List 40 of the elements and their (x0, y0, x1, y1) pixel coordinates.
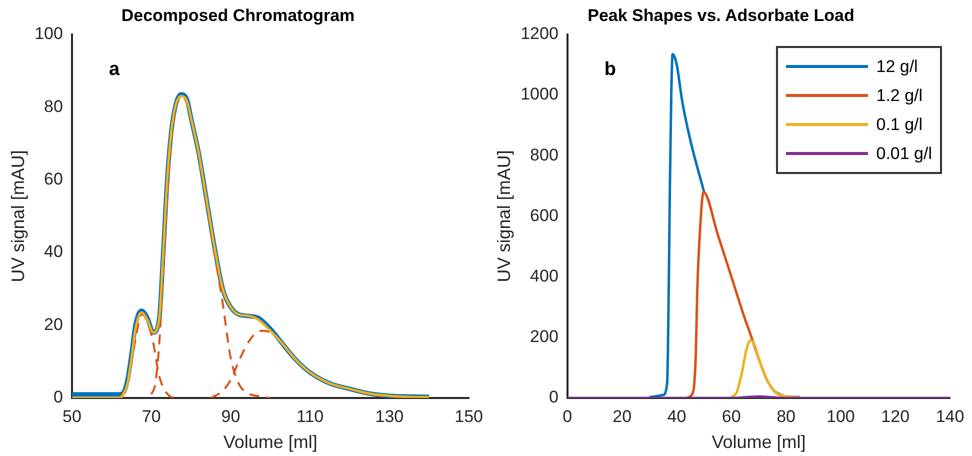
y-tick-label: 800 (530, 145, 558, 164)
annotation: a (108, 59, 120, 80)
x-tick-label: 0 (562, 406, 572, 426)
x-tick-label: 60 (722, 406, 741, 426)
x-tick-label: 90 (221, 406, 240, 426)
x-axis-title: Volume [ml] (712, 432, 806, 452)
y-tick-label: 600 (530, 206, 558, 225)
line-series (730, 339, 801, 398)
y-tick-label: 80 (44, 96, 63, 116)
chart-title: Decomposed Chromatogram (121, 6, 355, 25)
x-tick-label: 50 (62, 406, 82, 426)
y-tick-label: 400 (530, 266, 558, 286)
y-axis-title: UV signal [mAU] (8, 150, 28, 282)
legend-label: 12 g/l (876, 56, 918, 77)
y-axis-title: UV signal [mAU] (494, 150, 514, 282)
x-tick-label: 120 (881, 406, 910, 426)
x-tick-label: 130 (375, 406, 404, 426)
y-tick-label: 60 (44, 170, 63, 189)
y-tick-label: 40 (44, 242, 63, 262)
annotation: b (604, 59, 616, 80)
x-tick-label: 100 (826, 406, 855, 426)
y-tick-label: 1000 (520, 84, 558, 104)
x-tick-label: 40 (667, 406, 686, 426)
legend-label: 1.2 g/l (876, 86, 923, 106)
y-tick-label: 0 (548, 388, 558, 407)
x-tick-label: 80 (776, 406, 796, 426)
y-tick-label: 0 (53, 388, 63, 407)
x-tick-label: 110 (296, 406, 324, 426)
y-tick-label: 100 (34, 24, 63, 44)
x-tick-label: 150 (454, 406, 484, 426)
y-tick-label: 20 (44, 314, 63, 334)
x-tick-label: 20 (612, 406, 632, 426)
legend-label: 0.01 g/l (876, 144, 932, 164)
y-tick-label: 200 (530, 327, 558, 346)
chart-title: Peak Shapes vs. Adsorbate Load (588, 6, 854, 25)
x-tick-label: 70 (142, 406, 161, 426)
x-axis-title: Volume [ml] (223, 432, 318, 452)
x-tick-label: 140 (936, 406, 964, 426)
legend-label: 0.1 g/l (876, 114, 923, 135)
y-tick-label: 1200 (520, 24, 558, 44)
